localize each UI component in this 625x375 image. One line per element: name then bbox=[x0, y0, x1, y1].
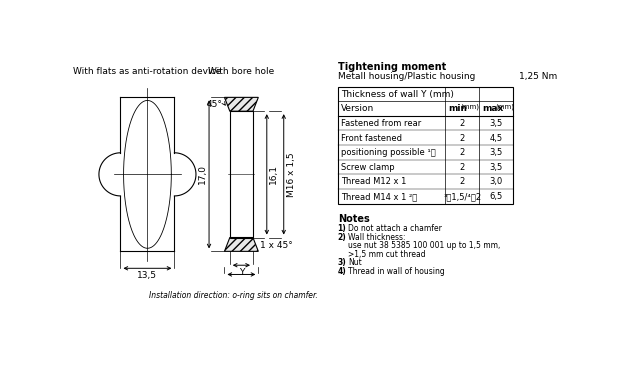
Text: 6,5: 6,5 bbox=[489, 192, 503, 201]
Text: Thread in wall of housing: Thread in wall of housing bbox=[348, 267, 445, 276]
Text: 45°: 45° bbox=[207, 100, 223, 109]
Text: Thread M12 x 1: Thread M12 x 1 bbox=[341, 177, 406, 186]
Text: 2: 2 bbox=[460, 134, 465, 142]
Text: 2: 2 bbox=[460, 119, 465, 128]
Text: (mm): (mm) bbox=[496, 104, 514, 110]
Text: max: max bbox=[482, 104, 504, 112]
Text: ³⧠1,5/⁴⧠2: ³⧠1,5/⁴⧠2 bbox=[443, 192, 481, 201]
Bar bbox=[230, 111, 253, 237]
Text: Notes: Notes bbox=[338, 214, 369, 224]
Polygon shape bbox=[224, 237, 258, 251]
Text: M16 x 1,5: M16 x 1,5 bbox=[287, 152, 296, 196]
Polygon shape bbox=[224, 98, 258, 111]
Text: Y: Y bbox=[239, 267, 244, 276]
Text: 3,5: 3,5 bbox=[489, 163, 503, 172]
Text: positioning possible ¹⧠: positioning possible ¹⧠ bbox=[341, 148, 436, 157]
Text: Metall housing/Plastic housing: Metall housing/Plastic housing bbox=[338, 72, 475, 81]
Text: Screw clamp: Screw clamp bbox=[341, 163, 394, 172]
Text: Thread M14 x 1 ²⧠: Thread M14 x 1 ²⧠ bbox=[341, 192, 417, 201]
Text: 3,0: 3,0 bbox=[489, 177, 503, 186]
Text: With flats as anti-rotation device: With flats as anti-rotation device bbox=[73, 66, 222, 75]
Text: Tightening moment: Tightening moment bbox=[338, 62, 446, 72]
Text: 13,5: 13,5 bbox=[138, 272, 158, 280]
Text: 1 x 45°: 1 x 45° bbox=[260, 241, 292, 250]
Text: >1,5 mm cut thread: >1,5 mm cut thread bbox=[348, 250, 426, 259]
Text: 4,5: 4,5 bbox=[490, 134, 503, 142]
Text: Do not attach a chamfer: Do not attach a chamfer bbox=[348, 224, 442, 233]
Text: min: min bbox=[449, 104, 468, 112]
Text: use nut 38 5385 100 001 up to 1,5 mm,: use nut 38 5385 100 001 up to 1,5 mm, bbox=[348, 242, 501, 250]
Text: Front fastened: Front fastened bbox=[341, 134, 402, 142]
Text: 2): 2) bbox=[338, 233, 346, 242]
Text: Installation direction: o-ring sits on chamfer.: Installation direction: o-ring sits on c… bbox=[149, 291, 318, 300]
Text: With bore hole: With bore hole bbox=[208, 66, 274, 75]
Text: 4): 4) bbox=[338, 267, 346, 276]
Text: Wall thickness:: Wall thickness: bbox=[348, 233, 406, 242]
Text: 2: 2 bbox=[460, 148, 465, 157]
Text: 3): 3) bbox=[338, 258, 346, 267]
Text: 2: 2 bbox=[460, 163, 465, 172]
Text: 1): 1) bbox=[338, 224, 346, 233]
Text: Fastened from rear: Fastened from rear bbox=[341, 119, 421, 128]
Bar bbox=[338, 87, 513, 204]
Text: 3,5: 3,5 bbox=[489, 119, 503, 128]
Text: 2: 2 bbox=[460, 177, 465, 186]
Text: 1,25 Nm: 1,25 Nm bbox=[519, 72, 557, 81]
Text: 16,1: 16,1 bbox=[269, 164, 278, 184]
Text: Version: Version bbox=[341, 104, 374, 112]
Text: Nut: Nut bbox=[348, 258, 362, 267]
Text: Thickness of wall Y (mm): Thickness of wall Y (mm) bbox=[341, 90, 454, 99]
Text: (mm): (mm) bbox=[460, 104, 479, 110]
Text: 3,5: 3,5 bbox=[489, 148, 503, 157]
Text: 17,0: 17,0 bbox=[198, 164, 207, 184]
